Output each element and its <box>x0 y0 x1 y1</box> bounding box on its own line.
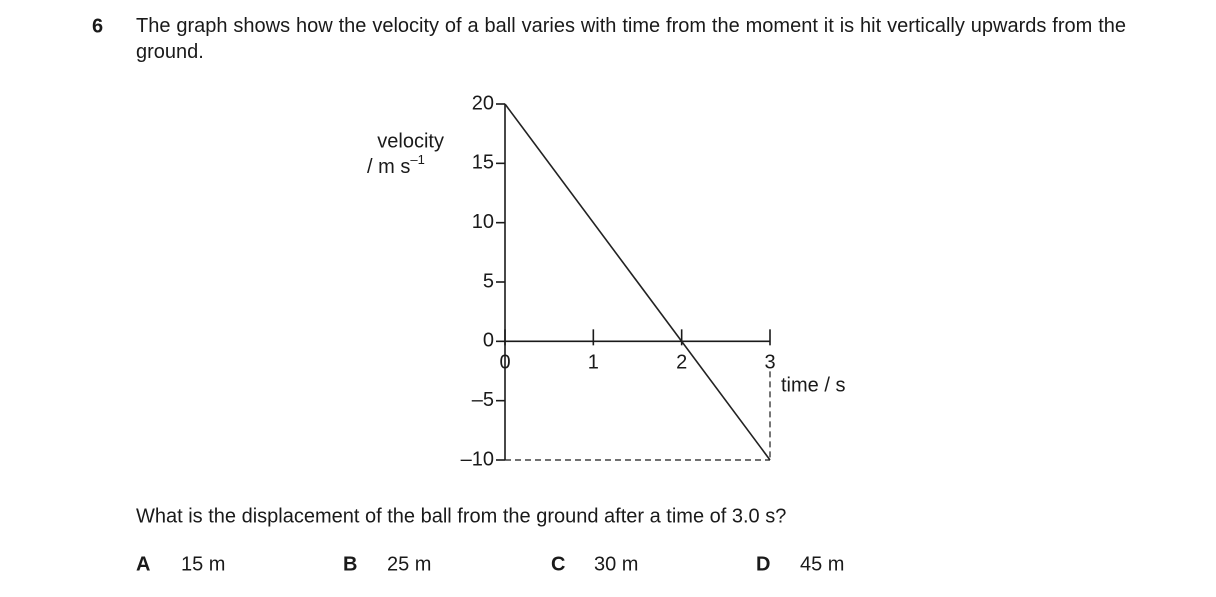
y-label: velocity <box>377 130 444 152</box>
option-letter: D <box>756 553 770 575</box>
y-tick-label: 20 <box>472 92 494 114</box>
y-tick-label: –10 <box>461 448 494 470</box>
option-letter: B <box>343 553 357 575</box>
question: What is the displacement of the ball fro… <box>136 505 786 527</box>
option-text: 30 m <box>594 553 638 575</box>
y-unit: / m s–1 <box>367 152 425 178</box>
option-letter: A <box>136 553 150 575</box>
y-tick-label: –5 <box>472 389 494 411</box>
x-tick-label: 3 <box>764 352 775 374</box>
question-number: 6 <box>92 15 103 37</box>
y-tick-label: 10 <box>472 211 494 233</box>
x-tick-label: 2 <box>676 352 687 374</box>
option-letter: C <box>551 553 565 575</box>
option-text: 15 m <box>181 553 225 575</box>
question-stem: The graph shows how the velocity of a ba… <box>136 15 1126 63</box>
y-tick-label: 0 <box>483 330 494 352</box>
x-tick-label: 0 <box>499 352 510 374</box>
y-unit-text: / m s <box>367 156 410 178</box>
y-unit-exponent: –1 <box>410 152 424 167</box>
option-text: 45 m <box>800 553 844 575</box>
y-tick-label: 5 <box>483 270 494 292</box>
option-text: 25 m <box>387 553 431 575</box>
x-tick-label: 1 <box>588 352 599 374</box>
y-tick-label: 15 <box>472 152 494 174</box>
velocity-line <box>504 103 771 461</box>
x-label: time / s <box>781 374 845 396</box>
